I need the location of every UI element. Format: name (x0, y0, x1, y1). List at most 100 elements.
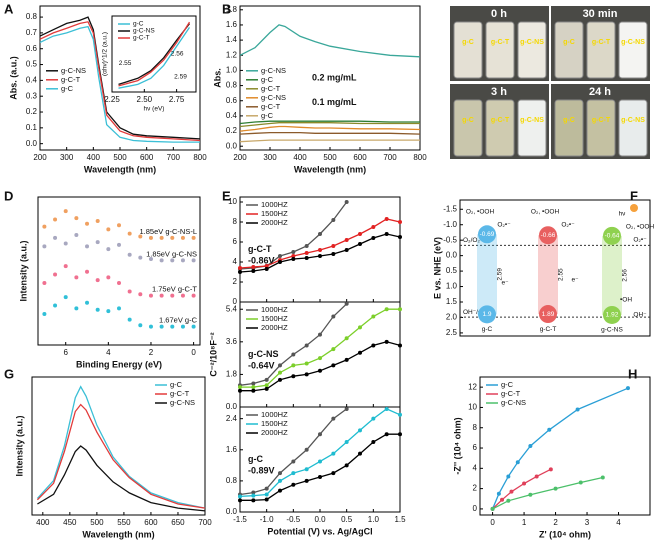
panel-label: B (222, 1, 231, 16)
point (53, 303, 58, 308)
series-line (39, 21, 201, 142)
point (331, 471, 336, 476)
band-gap (602, 235, 622, 315)
y-tick-label: 0.6 (226, 96, 238, 105)
point (42, 224, 47, 229)
axis-label: Binding Energy (eV) (76, 359, 162, 369)
x-tick-label: 3 (585, 518, 590, 527)
plot-frame (37, 196, 201, 346)
vial-label: g-C-NS (621, 39, 645, 46)
vial (517, 99, 547, 157)
point (170, 258, 175, 263)
point (148, 257, 153, 262)
vial (554, 21, 584, 79)
cb-value: -0.69 (480, 231, 495, 238)
note: O₂•⁻ (633, 237, 647, 244)
series-line (36, 403, 206, 509)
note: O₂•⁻ (497, 222, 511, 229)
point (251, 381, 256, 386)
point (180, 258, 185, 263)
panel-label: F (630, 188, 638, 203)
point (304, 343, 309, 348)
series-line (491, 387, 629, 510)
note: e⁻ (571, 277, 579, 284)
vial (586, 99, 616, 157)
redox-label: O₂/O₂•⁻ (463, 237, 486, 244)
point (547, 427, 552, 432)
vial (485, 99, 515, 157)
y-tick-label: 0 (473, 504, 478, 513)
series-line (239, 24, 421, 58)
point (371, 314, 376, 319)
annotation: -0.64V (248, 360, 275, 370)
vial-label: g-C (462, 39, 474, 46)
point (291, 363, 296, 368)
point (398, 235, 402, 239)
point (170, 324, 175, 329)
point (331, 244, 336, 248)
x-tick-label: 600 (140, 153, 154, 162)
legend-label: g-C-T (61, 75, 81, 84)
point (344, 357, 349, 362)
series-line (118, 21, 191, 87)
gap-value: 2.59 (497, 268, 504, 281)
point (117, 306, 121, 311)
point (191, 258, 196, 263)
point (251, 493, 256, 498)
point (63, 241, 68, 246)
vial-label: g-C-NS (520, 39, 544, 46)
point (331, 416, 336, 421)
axis-label: Potential (V) vs. Ag/AgCl (267, 526, 372, 536)
point (318, 475, 322, 479)
series-line (492, 468, 552, 510)
x-tick-label: 0.0 (314, 515, 326, 524)
series-line (239, 120, 420, 125)
point (344, 336, 349, 341)
point (398, 307, 402, 312)
point (384, 406, 389, 411)
point (251, 498, 256, 503)
point (63, 264, 68, 269)
annotation: 2.56 (171, 51, 184, 58)
point (278, 254, 282, 258)
y-tick-label: 0 (233, 297, 238, 306)
point (95, 307, 100, 312)
point (384, 432, 389, 437)
point (74, 233, 79, 238)
x-tick-label: 400 (293, 153, 307, 162)
sun (630, 204, 638, 212)
y-tick-label: 1.8 (226, 5, 238, 14)
y-tick-label: 5.4 (226, 304, 238, 313)
legend-label: g-C (133, 21, 144, 28)
point (344, 301, 349, 306)
annotation: -0.89V (248, 465, 275, 475)
note: O₂, •OOH (531, 209, 560, 216)
point (264, 386, 269, 391)
point (291, 374, 296, 379)
point (264, 383, 269, 388)
photo-time: 0 h (491, 8, 507, 20)
photo-time: 24 h (589, 86, 611, 98)
vial (618, 99, 648, 157)
point (291, 471, 296, 476)
point (127, 317, 132, 322)
point (63, 209, 68, 214)
annotation: 2.55 (119, 60, 132, 67)
point (331, 347, 336, 352)
legend-label: g-C (261, 75, 274, 84)
vb-value: 1.92 (606, 312, 619, 319)
point (318, 232, 322, 236)
point (117, 242, 121, 247)
y-tick-label: 4 (473, 463, 478, 472)
vial (586, 21, 616, 79)
point (191, 293, 196, 298)
point (490, 506, 495, 511)
x-tick-label: 700 (198, 518, 212, 527)
point (278, 363, 282, 368)
legend-label: 2000HZ (261, 428, 288, 437)
point (318, 332, 322, 337)
axis-label: Abs. (a.u.) (8, 56, 18, 100)
axis-label: Intensity (a.u.) (14, 415, 24, 476)
y-tick-label: 2.4 (226, 414, 238, 423)
point (278, 488, 282, 493)
